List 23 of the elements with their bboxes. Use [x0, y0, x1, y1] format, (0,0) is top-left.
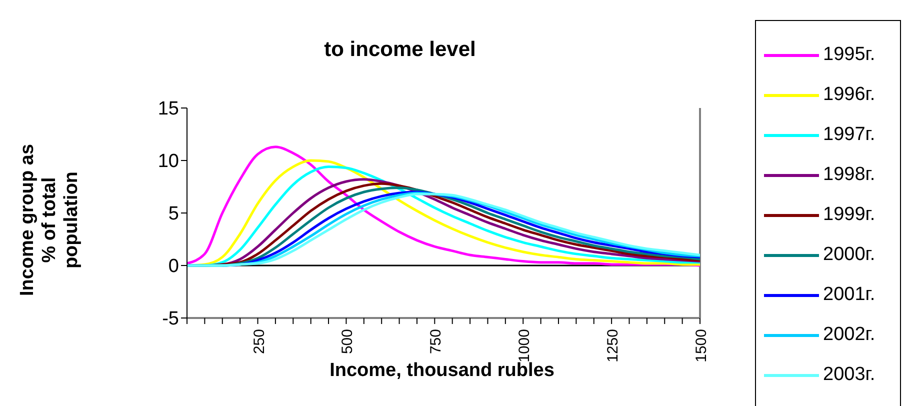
legend-label: 2002г. [823, 324, 876, 346]
y-tick-label: -5 [162, 308, 179, 330]
legend-label: 1999г. [823, 204, 876, 226]
x-axis-title: Income, thousand rubles [330, 360, 554, 381]
x-tick-label: 750 [428, 329, 445, 354]
x-tick-label: 1000 [516, 329, 534, 362]
x-tick-label: 1500 [693, 329, 710, 362]
x-tick-label: 500 [339, 329, 356, 354]
chart-title: to income level [323, 38, 477, 62]
legend-label: 1996г. [823, 84, 876, 106]
legend-label: 2000г. [823, 244, 876, 266]
x-tick-label: 1250 [604, 329, 622, 362]
legend-label: 1997г. [823, 124, 876, 146]
y-tick-label: 15 [158, 98, 179, 120]
legend-label: 2001г. [823, 284, 876, 306]
legend-label: 1995г. [823, 44, 876, 66]
y-axis-title: Income group as % of total population [17, 144, 82, 296]
x-tick-label: 250 [250, 329, 268, 354]
y-tick-label: 0 [168, 256, 179, 278]
y-tick-label: 10 [158, 151, 179, 172]
legend-label: 1998г. [823, 164, 876, 186]
y-tick-label: 5 [168, 204, 179, 225]
legend-label: 2003г. [823, 364, 876, 386]
